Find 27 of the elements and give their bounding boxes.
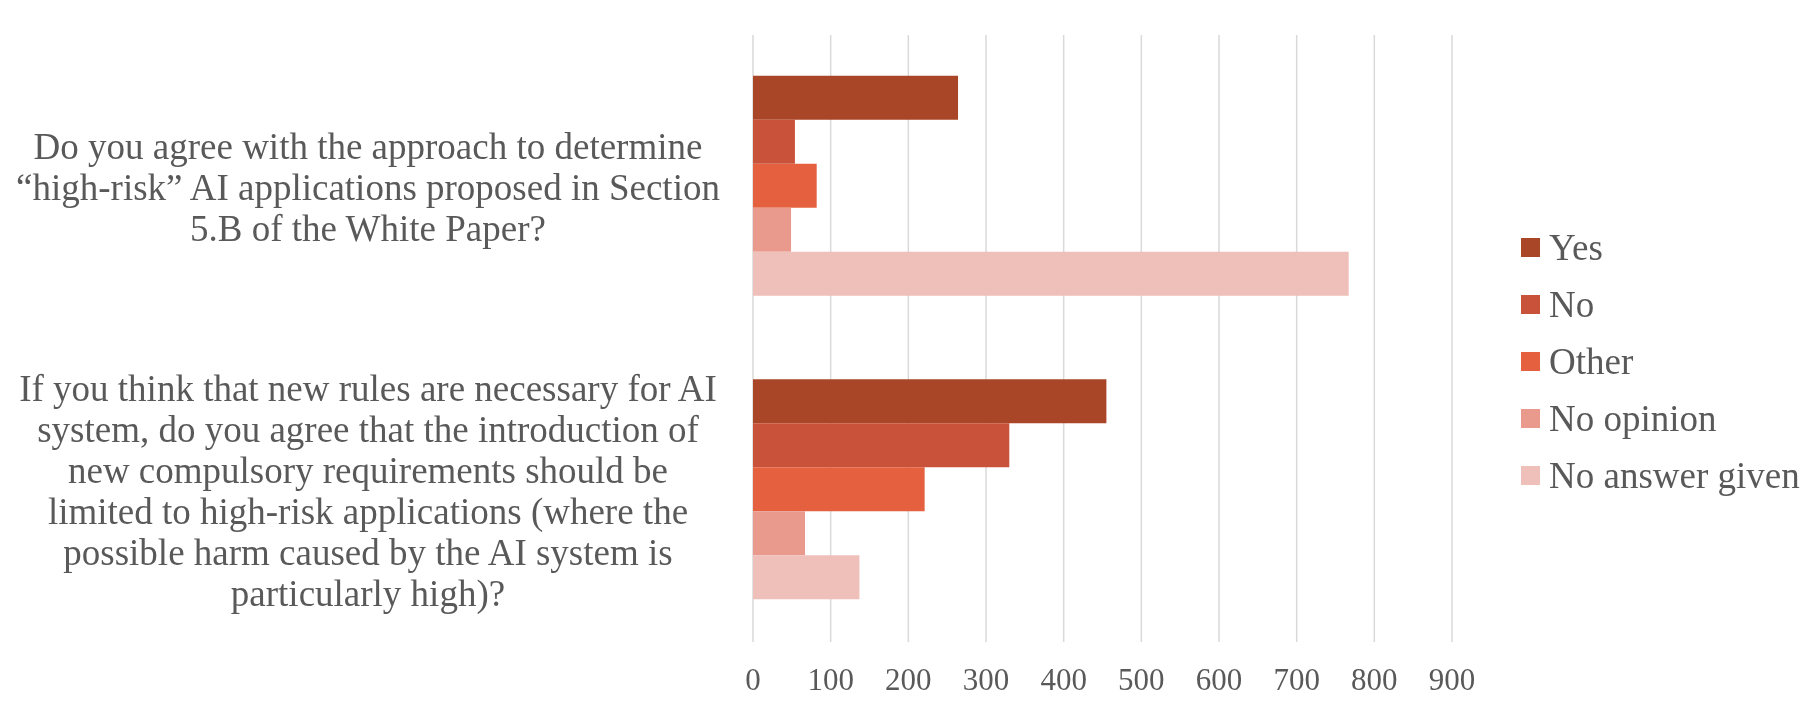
x-tick-label: 400 (1040, 662, 1087, 698)
bar (753, 511, 806, 556)
bar (753, 423, 1010, 468)
bar (753, 251, 1349, 296)
bar (753, 75, 959, 120)
x-tick-label: 900 (1428, 662, 1476, 698)
bar (753, 163, 817, 208)
x-tick-label: 0 (745, 662, 761, 698)
x-tick-label: 700 (1273, 662, 1320, 698)
y-tick-label: If you think that new rules are necessary for AI system, do you agree that the introduction of new compulsory requirements should be limited to high-risk applications (where the possible harm caused by the AI system is particularly high)? (19, 367, 717, 615)
x-tick-label: 600 (1195, 662, 1243, 698)
bar (753, 467, 925, 512)
bar (753, 379, 1107, 424)
x-tick-label: 100 (807, 662, 854, 698)
legend-label: No (1549, 283, 1595, 326)
x-tick-label: 200 (885, 662, 932, 698)
bar (753, 119, 795, 164)
legend-label: Other (1549, 340, 1634, 383)
x-tick-label: 500 (1118, 662, 1165, 698)
legend-label: No answer given (1549, 454, 1800, 497)
x-tick-label: 300 (962, 662, 1010, 698)
legend-label: Yes (1549, 226, 1603, 269)
bar (753, 207, 792, 252)
bar (753, 555, 860, 600)
y-tick-label: Do you agree with the approach to determine “high-risk” AI applications proposed in Section 5.B of the White Paper? (16, 125, 720, 249)
legend-label: No opinion (1549, 397, 1717, 440)
x-tick-label: 800 (1351, 662, 1398, 698)
